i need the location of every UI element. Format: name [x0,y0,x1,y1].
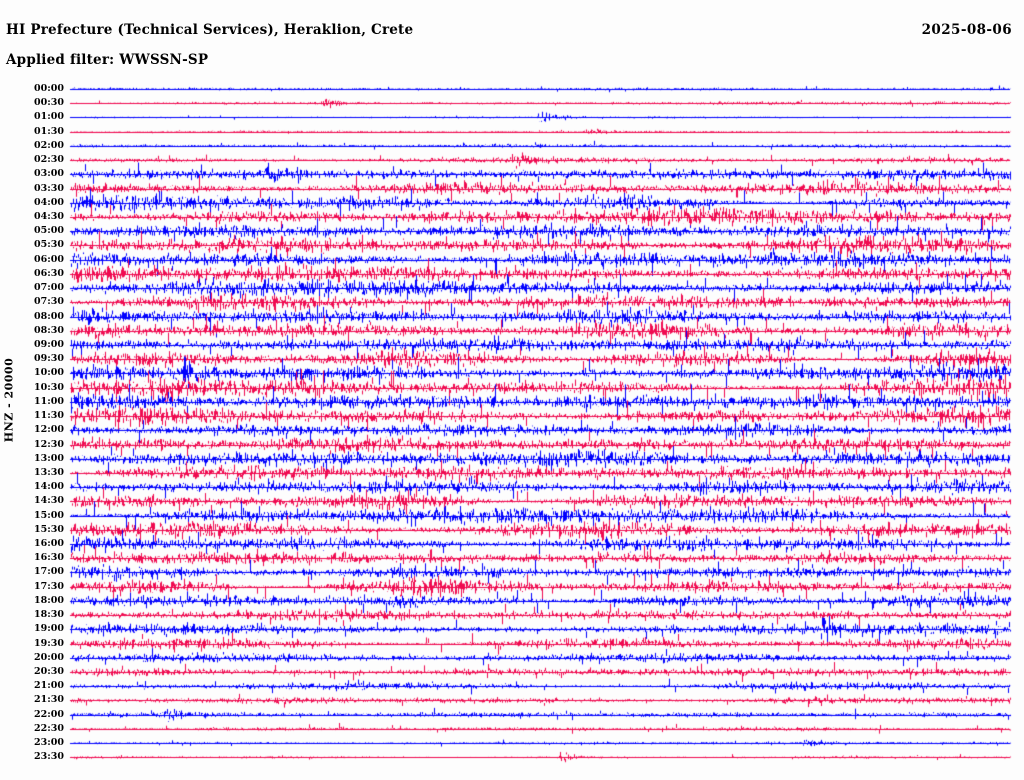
time-axis-label: 00:30 [34,97,64,109]
record-date: 2025-08-06 [921,22,1012,38]
time-axis-label: 04:30 [34,210,64,222]
time-axis-label: 22:30 [34,722,64,734]
time-axis-label: 10:00 [34,367,64,379]
time-axis-label: 10:30 [34,381,64,393]
time-axis-label: 12:00 [34,424,64,436]
time-axis-label: 06:30 [34,267,64,279]
time-axis-label: 11:00 [34,395,64,407]
time-axis-label: 17:30 [34,580,64,592]
time-axis-label: 04:00 [34,196,64,208]
time-axis-label: 00:00 [34,83,64,94]
time-axis-label: 23:00 [34,737,64,749]
time-axis-label: 03:30 [34,182,64,194]
time-axis-label: 13:30 [34,466,64,478]
time-axis-label: 11:30 [34,410,64,422]
time-axis-label: 17:00 [34,566,64,578]
applied-filter-label: Applied filter: WWSSN-SP [6,52,209,68]
time-axis-label: 19:30 [34,637,64,649]
time-axis-label: 21:00 [34,680,64,692]
time-axis-label: 07:00 [34,282,64,294]
seismogram-trace-panel [68,78,1016,778]
time-axis-label: 09:30 [34,353,64,365]
time-axis-label: 16:30 [34,552,64,564]
time-axis-label: 21:30 [34,694,64,706]
time-axis-label: 08:30 [34,324,64,336]
time-axis-label: 23:30 [34,751,64,763]
time-axis-label: 16:00 [34,538,64,550]
time-axis-label: 03:00 [34,168,64,180]
time-axis-label: 20:00 [34,651,64,663]
time-axis-label: 19:00 [34,623,64,635]
time-axis-label: 06:00 [34,253,64,265]
time-axis-label: 05:00 [34,225,64,237]
time-axis-label: 22:00 [34,708,64,720]
header-bar: HI Prefecture (Technical Services), Hera… [0,0,1024,76]
time-axis-label: 08:00 [34,310,64,322]
time-axis-label: 05:30 [34,239,64,251]
time-axis-label: 15:30 [34,523,64,535]
time-axis-label: 01:30 [34,125,64,137]
seismogram-canvas [68,78,1016,778]
time-axis-label: 18:30 [34,609,64,621]
station-title: HI Prefecture (Technical Services), Hera… [6,22,414,38]
time-axis: 00:00 00:30 01:00 01:30 02:00 02:30 03:00 03:30… [0,78,68,778]
time-axis-label: 20:30 [34,666,64,678]
time-axis-label: 18:00 [34,594,64,606]
time-axis-label: 13:00 [34,452,64,464]
time-axis-label: 02:00 [34,139,64,151]
time-axis-label: 09:00 [34,338,64,350]
time-axis-label: 01:00 [34,111,64,123]
time-axis-label: 14:30 [34,495,64,507]
time-axis-label: 12:30 [34,438,64,450]
time-axis-label: 07:30 [34,296,64,308]
time-axis-label: 14:00 [34,481,64,493]
time-axis-label: 15:00 [34,509,64,521]
time-axis-label: 02:30 [34,154,64,166]
